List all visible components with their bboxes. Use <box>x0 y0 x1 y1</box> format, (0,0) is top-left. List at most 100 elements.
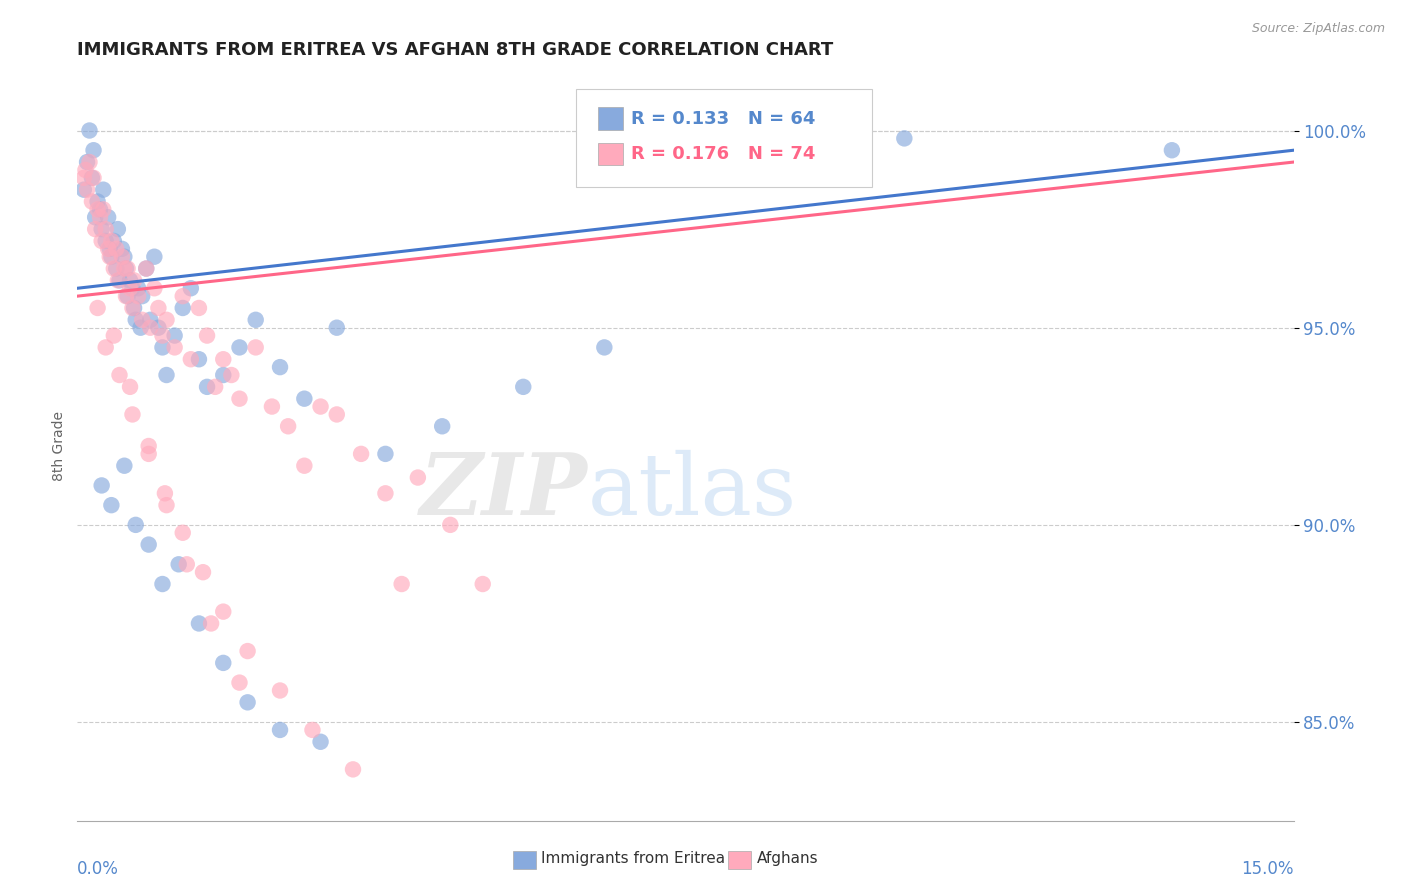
Point <box>212 605 235 619</box>
Point <box>86 194 108 209</box>
Point <box>139 313 162 327</box>
Point <box>112 250 135 264</box>
Point <box>118 281 141 295</box>
Point <box>269 360 291 375</box>
Point <box>83 170 105 185</box>
Point <box>139 320 162 334</box>
Point <box>90 222 112 236</box>
Point <box>245 340 267 354</box>
Point <box>228 340 250 354</box>
Point <box>143 250 166 264</box>
Point <box>79 123 101 137</box>
Point <box>94 340 117 354</box>
Point <box>152 577 174 591</box>
Point <box>301 723 323 737</box>
Point <box>374 486 396 500</box>
Point <box>111 250 134 264</box>
Point <box>350 447 373 461</box>
Point <box>221 368 243 382</box>
Point <box>188 352 211 367</box>
Point <box>105 242 128 256</box>
Point <box>439 517 461 532</box>
Point <box>97 242 120 256</box>
Point <box>94 234 117 248</box>
Point <box>122 301 145 315</box>
Point <box>80 194 103 209</box>
Point <box>125 517 148 532</box>
Point <box>127 289 149 303</box>
Point <box>135 261 157 276</box>
Point <box>269 683 291 698</box>
Point <box>155 498 177 512</box>
Point <box>191 565 214 579</box>
Point <box>172 289 194 303</box>
Text: R = 0.176   N = 74: R = 0.176 N = 74 <box>631 145 815 163</box>
Point <box>155 368 177 382</box>
Point <box>76 155 98 169</box>
Point <box>79 155 101 169</box>
Point <box>121 301 143 315</box>
Point <box>152 340 174 354</box>
Point <box>180 352 202 367</box>
Point <box>138 447 160 461</box>
Point <box>212 368 235 382</box>
Point <box>91 202 114 217</box>
Point <box>148 320 170 334</box>
Point <box>163 340 186 354</box>
Point <box>153 486 176 500</box>
Point <box>260 400 283 414</box>
Point <box>593 340 616 354</box>
Point <box>125 313 148 327</box>
Text: Afghans: Afghans <box>756 851 818 865</box>
Point <box>326 320 349 334</box>
Point <box>86 202 108 217</box>
Point <box>135 261 157 276</box>
Point <box>91 183 114 197</box>
Point <box>167 558 190 572</box>
Point <box>86 301 108 315</box>
Point <box>103 261 125 276</box>
Y-axis label: 8th Grade: 8th Grade <box>52 411 66 481</box>
Point <box>107 273 129 287</box>
Point <box>374 447 396 461</box>
Point <box>292 458 315 473</box>
Point <box>309 735 332 749</box>
Point <box>103 234 125 248</box>
Point <box>76 183 98 197</box>
Point <box>115 289 138 303</box>
Point <box>188 616 211 631</box>
Point <box>107 222 129 236</box>
Point <box>195 380 218 394</box>
Point <box>143 281 166 295</box>
Text: Source: ZipAtlas.com: Source: ZipAtlas.com <box>1251 22 1385 36</box>
Text: ZIP: ZIP <box>420 450 588 533</box>
Point <box>94 222 117 236</box>
Point <box>122 273 145 287</box>
Point <box>105 261 128 276</box>
Point <box>90 234 112 248</box>
Point <box>236 644 259 658</box>
Point <box>100 498 122 512</box>
Point <box>131 313 153 327</box>
Point <box>1161 143 1184 157</box>
Point <box>430 419 453 434</box>
Point <box>89 202 111 217</box>
Point <box>245 313 267 327</box>
Point <box>89 211 111 225</box>
Point <box>309 400 332 414</box>
Point <box>138 538 160 552</box>
Point <box>195 328 218 343</box>
Point <box>117 261 139 276</box>
Point <box>111 242 134 256</box>
Point <box>129 320 152 334</box>
Text: atlas: atlas <box>588 450 797 533</box>
Point <box>131 289 153 303</box>
Point <box>121 281 143 295</box>
Point <box>108 273 131 287</box>
Point <box>172 301 194 315</box>
Point <box>83 143 105 157</box>
Point <box>138 439 160 453</box>
Point <box>200 616 222 631</box>
Point <box>75 163 97 178</box>
Point <box>163 328 186 343</box>
